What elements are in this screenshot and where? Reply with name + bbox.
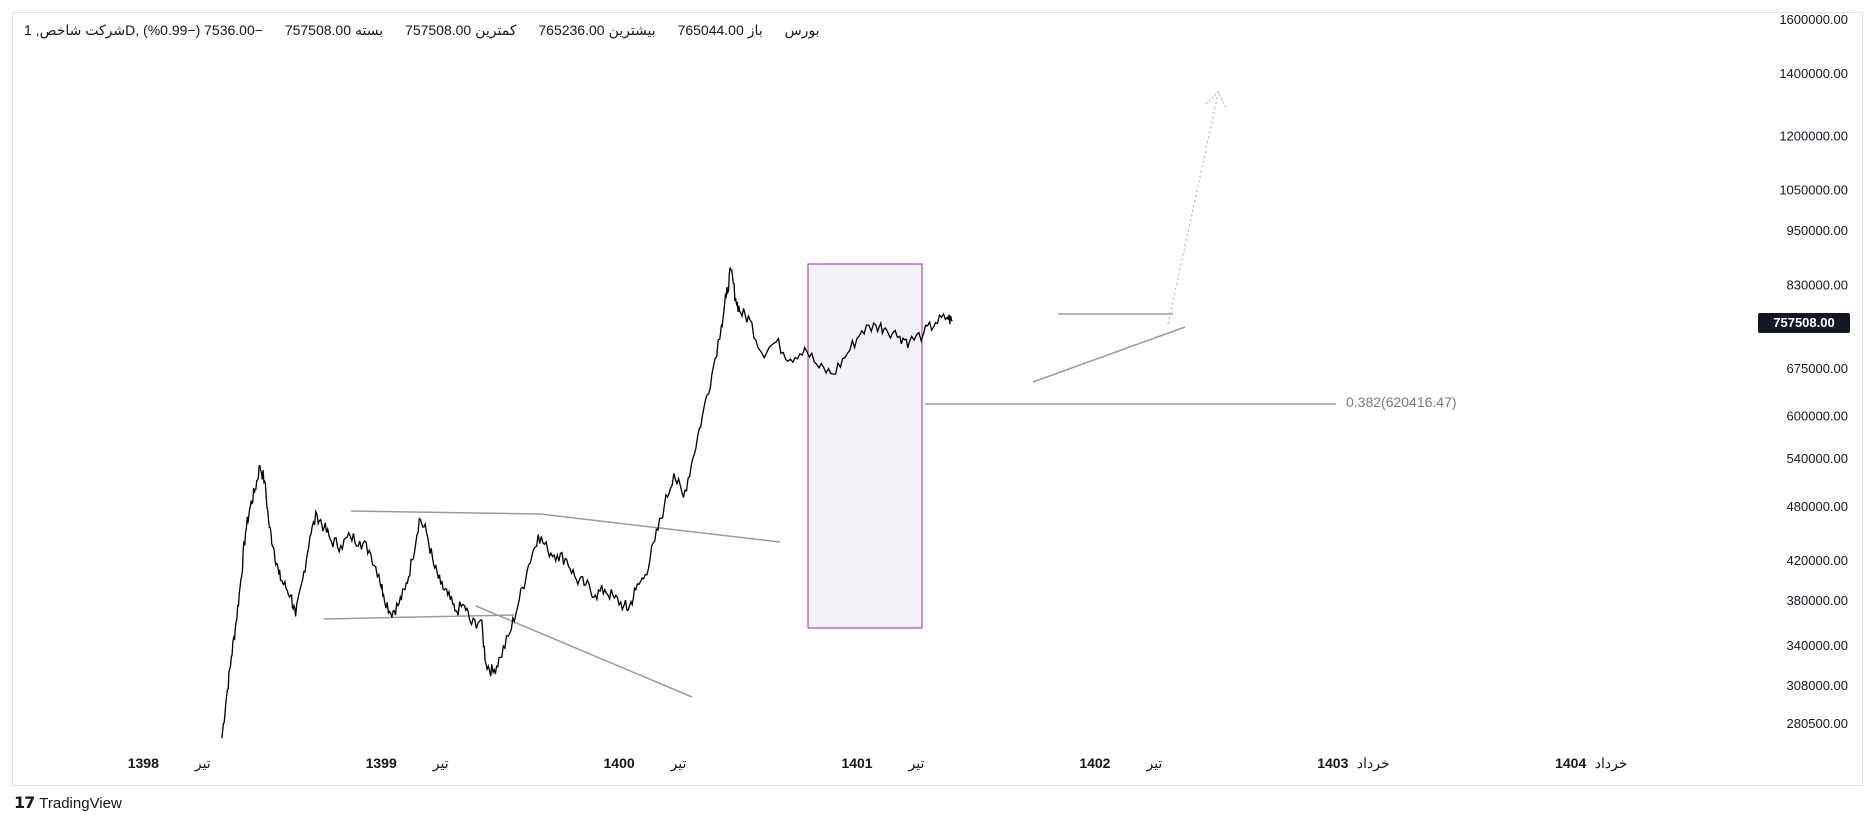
trendline-upper-right[interactable]: [539, 513, 781, 543]
y-tick-label: 1600000.00: [1779, 12, 1848, 27]
y-tick-label: 380000.00: [1787, 593, 1848, 608]
x-tick-year: 1398: [128, 755, 159, 771]
legend-low-label: کمترین: [475, 22, 517, 38]
legend-high-value: 765236.00: [538, 22, 605, 38]
x-tick-year: 1401: [841, 755, 872, 771]
ascending-support-line[interactable]: [1032, 326, 1186, 383]
legend-low-value: 757508.00: [405, 22, 472, 38]
x-tick-month: تیر: [670, 755, 687, 772]
y-tick-label: 420000.00: [1787, 553, 1848, 568]
tradingview-brand[interactable]: 𝟭𝟳 TradingView: [14, 793, 122, 813]
x-tick-month: تیر: [908, 755, 925, 772]
legend-open-value: 765044.00: [677, 22, 744, 38]
x-tick-year: 1400: [604, 755, 635, 771]
legend-high-label: بیشترین: [608, 22, 656, 38]
legend-open-label: باز: [747, 22, 763, 38]
drawing-layer[interactable]: [323, 90, 1336, 698]
y-tick-label: 600000.00: [1787, 409, 1848, 424]
projection-arrowhead: [1205, 90, 1227, 109]
legend-change: −7536.00 (−0.99%): [143, 22, 263, 38]
y-tick-label: 540000.00: [1787, 451, 1848, 466]
trendline-lower-descending[interactable]: [475, 605, 693, 698]
chart-frame: [12, 12, 1863, 786]
trendline-lower-flat[interactable]: [323, 614, 515, 620]
y-tick-label: 950000.00: [1787, 223, 1848, 238]
legend-symbol[interactable]: شرکت شاخص, 1D, بورس: [24, 22, 820, 38]
last-price-badge: 757508.00: [1758, 313, 1850, 333]
highlight-rectangle[interactable]: [807, 263, 923, 629]
x-tick-month: تیر: [1145, 755, 1162, 772]
x-tick-month: تیر: [194, 755, 211, 772]
x-tick-year: 1403: [1317, 755, 1348, 771]
price-line: [221, 267, 953, 739]
legend-close-value: 757508.00: [284, 22, 352, 38]
brand-label: TradingView: [39, 794, 122, 812]
y-tick-label: 675000.00: [1787, 361, 1848, 376]
x-tick-month: خرداد: [1595, 755, 1628, 772]
x-tick-month: تیر: [432, 755, 449, 772]
x-tick-year: 1402: [1079, 755, 1110, 771]
y-tick-label: 1200000.00: [1779, 128, 1848, 143]
x-tick-month: خرداد: [1357, 755, 1390, 772]
trendline-upper-left[interactable]: [350, 510, 541, 515]
y-tick-label: 830000.00: [1787, 277, 1848, 292]
price-axis[interactable]: 1600000.00 1400000.00 1200000.00 1050000.00…: [1779, 12, 1848, 731]
y-tick-label: 308000.00: [1787, 678, 1848, 693]
tradingview-logo-icon: 𝟭𝟳: [14, 795, 35, 812]
y-tick-label: 280500.00: [1787, 716, 1848, 731]
x-tick-year: 1404: [1555, 755, 1586, 771]
projection-arrow-line[interactable]: [1167, 93, 1219, 325]
y-tick-label: 340000.00: [1787, 638, 1848, 653]
y-tick-label: 480000.00: [1787, 499, 1848, 514]
time-axis[interactable]: تیر1398تیر1399تیر1400تیر1401تیر1402تیر14…: [0, 755, 1628, 772]
fib-label: 0.382(620416.47): [1346, 394, 1457, 410]
y-tick-label: 1400000.00: [1779, 66, 1848, 81]
x-tick-year: 1399: [366, 755, 397, 771]
y-tick-label: 1050000.00: [1779, 182, 1848, 197]
symbol-legend: شرکت شاخص, 1D, بورس باز765044.00 بیشترین…: [24, 22, 824, 40]
legend-close-label: بسته: [355, 22, 384, 38]
